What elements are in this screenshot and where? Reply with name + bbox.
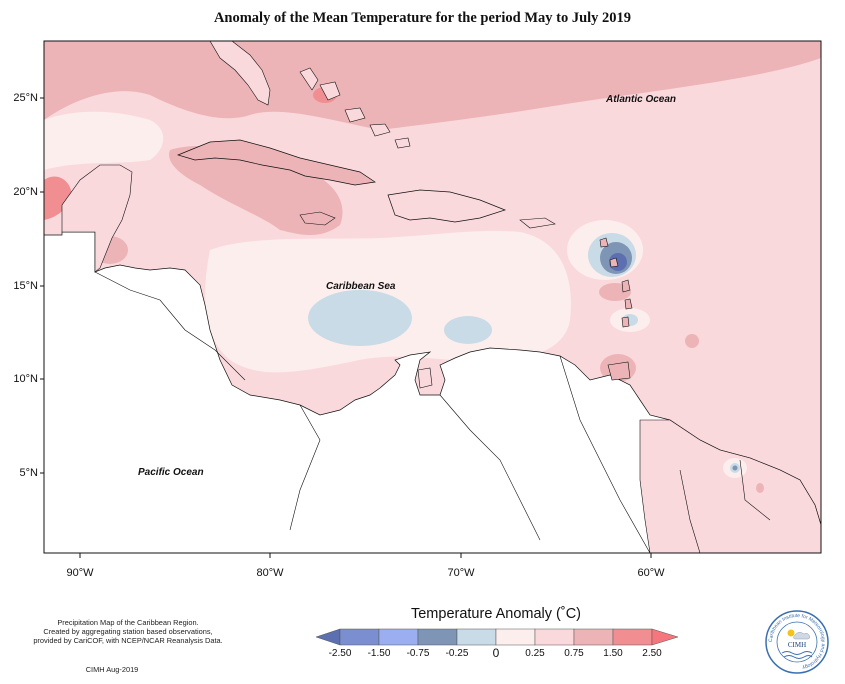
label-pacific-ocean: Pacific Ocean	[138, 467, 204, 478]
footer-description: Precipitation Map of the Caribbean Regio…	[8, 618, 248, 645]
logo-text: CIMH	[788, 641, 806, 649]
lon-label-90w: 90°W	[66, 567, 94, 579]
legend-tick: -2.50	[328, 648, 352, 659]
legend-tick: -0.75	[406, 648, 430, 659]
legend-tick: 2.50	[642, 648, 662, 659]
lat-label-20n: 20°N	[13, 186, 38, 198]
legend-tick: -1.50	[367, 648, 391, 659]
legend-tick: 0.25	[525, 648, 545, 659]
lon-label-80w: 80°W	[256, 567, 284, 579]
lat-label-10n: 10°N	[13, 373, 38, 385]
legend-tick: 0.75	[564, 648, 584, 659]
map-title: Anomaly of the Mean Temperature for the …	[213, 10, 632, 26]
footer-line-2: Created by aggregating station based obs…	[43, 627, 213, 636]
axis-ticks	[40, 97, 652, 558]
legend-title: Temperature Anomaly (˚C)	[410, 606, 582, 622]
footer-line-1: Precipitation Map of the Caribbean Regio…	[57, 618, 199, 627]
legend-tick: 0	[492, 646, 500, 660]
lon-label-60w: 60°W	[637, 567, 665, 579]
footer-line-3: provided by CariCOF, with NCEP/NCAR Rean…	[33, 636, 223, 645]
footer-credit: CIMH Aug-2019	[85, 665, 139, 674]
label-caribbean-sea: Caribbean Sea	[326, 281, 396, 292]
label-atlantic-ocean: Atlantic Ocean	[606, 94, 677, 105]
lat-label-5n: 5°N	[19, 467, 38, 479]
lat-label-15n: 15°N	[13, 280, 38, 292]
legend-colorbar	[315, 628, 679, 646]
anomaly-field	[44, 41, 821, 553]
legend-tick: 1.50	[603, 648, 623, 659]
legend-tick: -0.25	[445, 648, 469, 659]
lat-label-25n: 25°N	[13, 92, 38, 104]
lon-label-70w: 70°W	[447, 567, 475, 579]
cimh-logo-icon: Caribbean Institute for Meteorology and …	[765, 610, 829, 674]
